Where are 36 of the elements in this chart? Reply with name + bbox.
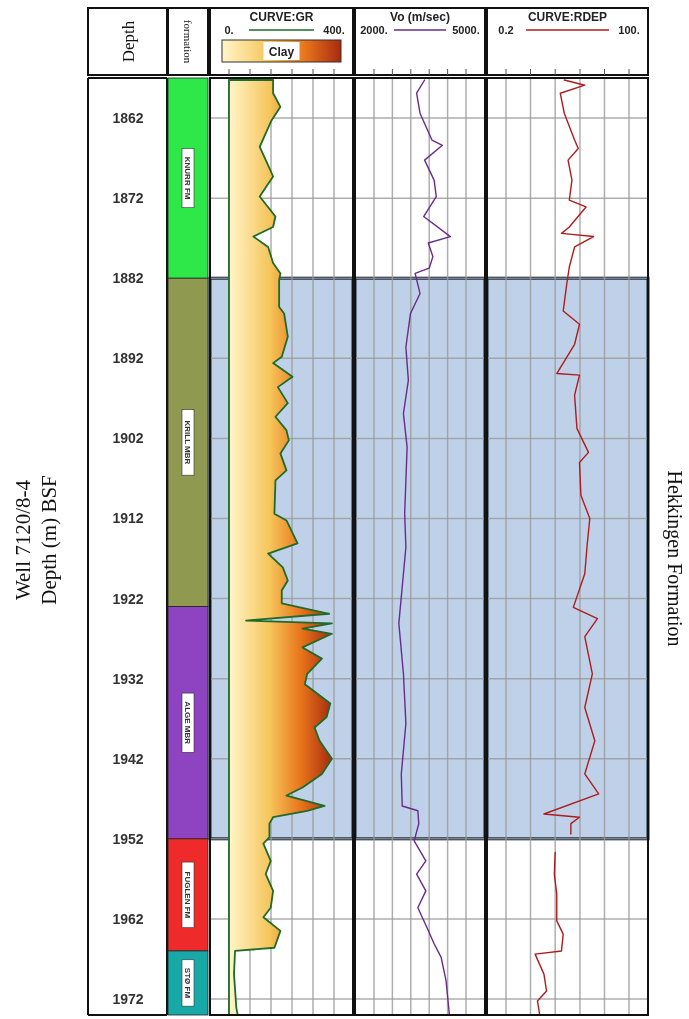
y-tick-label: 1902 — [112, 430, 144, 447]
name-tag: STØ FM — [181, 959, 195, 1007]
x-tick-label: 5000. — [452, 24, 480, 36]
y-tick-label: 1962 — [112, 910, 144, 927]
y-tick-label: 1892 — [112, 350, 144, 367]
x-axis-title: CURVE:RDEP — [527, 10, 608, 24]
y-tick-label: 1952 — [112, 830, 144, 847]
name-tag: FUGLEN FM — [181, 861, 195, 928]
y-axis-title: Depth — [119, 20, 138, 63]
text: formation — [182, 19, 194, 64]
y-tick-label: 1862 — [112, 110, 144, 127]
x-tick-label: 100. — [618, 24, 640, 36]
name-tag: KRILL MBR — [181, 409, 195, 476]
y-tick-label: 1882 — [112, 270, 144, 287]
series-label: FUGLEN FM — [182, 871, 192, 919]
series-label: KRILL MBR — [182, 420, 192, 465]
x-tick-label: 0. — [224, 24, 234, 36]
y-tick-label: 1912 — [112, 510, 144, 527]
y-tick-label: 1932 — [112, 670, 144, 687]
y-tick-label: 1872 — [112, 190, 144, 207]
band-label: Hekkingen Formation — [663, 470, 686, 647]
series-label: ALGE MBR — [182, 701, 192, 745]
name-tag: ALGE MBR — [181, 692, 195, 753]
y-tick-label: 1922 — [112, 590, 144, 607]
series-label: STØ FM — [182, 967, 192, 999]
x-tick-label: 0.2 — [498, 24, 514, 36]
x-axis-title: CURVE:GR — [249, 10, 314, 24]
color-bar-title: Clay — [268, 45, 295, 59]
x-axis-title: Vo (m/sec) — [390, 10, 450, 24]
text: Well 7120/8-4 Depth (m) BSF — [11, 475, 61, 605]
series-label: KNURR FM — [182, 156, 192, 200]
y-tick-label: 1972 — [112, 990, 144, 1007]
name-tag: KNURR FM — [181, 148, 195, 208]
x-tick-label: 400. — [323, 24, 345, 36]
x-tick-label: 2000. — [360, 24, 388, 36]
y-tick-label: 1942 — [112, 750, 144, 767]
